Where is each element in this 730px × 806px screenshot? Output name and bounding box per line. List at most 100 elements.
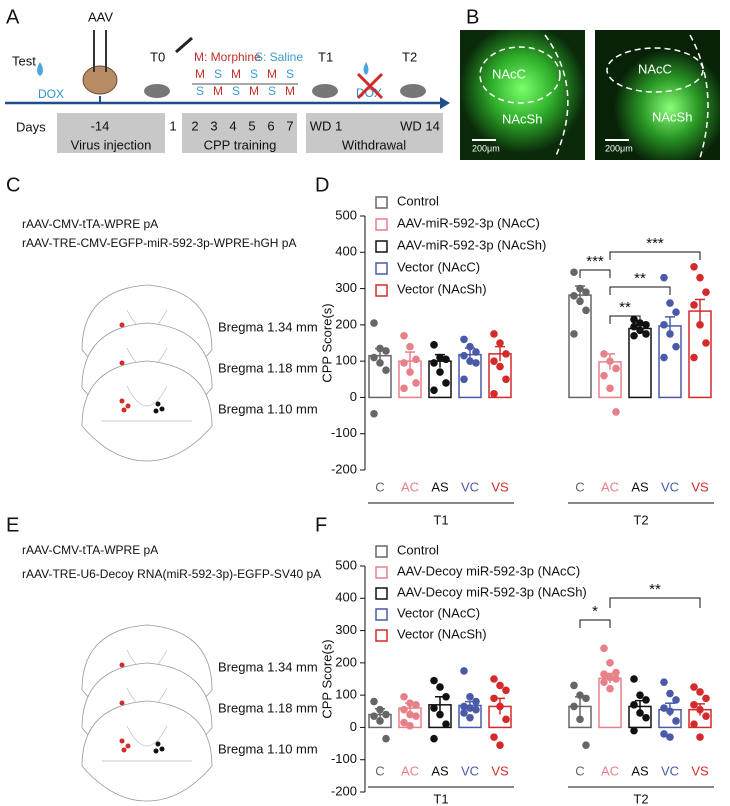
significance-bracket [609, 286, 671, 295]
legend-swatch [375, 629, 388, 642]
schedule-letter: M [213, 84, 223, 98]
data-point [570, 702, 578, 711]
data-point [460, 709, 468, 717]
legend-label: Vector (NAcSh) [397, 281, 487, 296]
construct: rAAV-TRE-CMV-EGFP-miR-592-3p-WPRE-hGH pA [22, 236, 296, 250]
injection-dot [159, 406, 165, 412]
legend-label: AAV-miR-592-3p (NAcC) [397, 215, 540, 230]
legend-label: Vector (NAcC) [397, 259, 480, 274]
data-point [496, 362, 504, 371]
data-point [630, 726, 638, 735]
significance-bracket [579, 269, 611, 278]
bregma-label: Bregma 1.34 mm [218, 659, 318, 674]
day-label: 7 [286, 118, 293, 133]
significance-bracket [609, 315, 641, 324]
day-label: 1 [169, 118, 176, 133]
y-tick-label: -100 [331, 425, 357, 440]
data-point [570, 681, 578, 690]
legend-swatch [375, 566, 388, 579]
significance-bracket [579, 619, 611, 628]
data-point [460, 667, 468, 675]
data-point [406, 368, 414, 376]
region-outline [606, 47, 704, 93]
injection-dot [153, 748, 159, 754]
significance-label: ** [619, 299, 631, 316]
data-point [400, 331, 408, 340]
schedule-letter: M [231, 67, 241, 81]
data-point [466, 713, 474, 722]
significance-label: *** [586, 253, 604, 270]
phase-label: CPP training [204, 137, 277, 152]
saline-key: S: Saline [255, 50, 303, 64]
data-point [630, 675, 638, 683]
region-outline [479, 46, 561, 104]
data-point [502, 375, 510, 384]
data-point [496, 339, 504, 347]
scale-label: 200μm [472, 143, 500, 153]
data-point [502, 715, 510, 724]
data-point [702, 694, 710, 703]
data-point [370, 319, 378, 327]
x-tick-label: VS [691, 479, 709, 494]
data-point [582, 741, 590, 749]
data-point [582, 288, 590, 297]
data-point [666, 733, 674, 741]
data-point [466, 357, 474, 365]
x-tick-label: VC [661, 763, 679, 778]
x-tick-label: VS [491, 763, 509, 778]
region-label: NAcSh [502, 111, 542, 126]
day-label: WD 1 [310, 118, 343, 133]
data-point [430, 704, 438, 712]
injection-dot [121, 407, 127, 413]
significance-bracket [609, 597, 701, 608]
schedule-letter: S [232, 84, 240, 98]
injection-dot [155, 741, 161, 747]
data-point [600, 644, 608, 653]
construct: rAAV-CMV-tTA-WPRE pA [22, 543, 158, 557]
data-point [642, 330, 650, 338]
data-point [472, 697, 480, 706]
data-point [660, 704, 668, 712]
schedule-letter: S [286, 67, 294, 81]
legend-label: Control [397, 542, 439, 557]
data-point [460, 375, 468, 384]
injection-dot [155, 401, 161, 407]
data-point [412, 712, 420, 720]
data-point [490, 694, 498, 703]
injection-dot [119, 738, 125, 744]
schedule-letter: S [214, 67, 222, 81]
x-tick-label: AC [401, 763, 419, 778]
data-point [496, 681, 504, 690]
data-point [672, 696, 680, 704]
bregma-label: Bregma 1.18 mm [218, 700, 318, 715]
x-tick-label: AC [601, 479, 619, 494]
data-point [636, 691, 644, 699]
legend-swatch [375, 262, 388, 275]
data-point [430, 676, 438, 685]
mouse-icon [400, 84, 426, 98]
legend-swatch [375, 587, 388, 600]
data-point [400, 692, 408, 701]
schedule-letter: S [250, 67, 258, 81]
phase-label: Withdrawal [342, 137, 406, 152]
construct: rAAV-TRE-U6-Decoy RNA(miR-592-3p)-EGFP-S… [22, 567, 321, 581]
legend-swatch [375, 240, 388, 253]
data-point [696, 273, 704, 282]
data-point [630, 701, 638, 709]
data-point [400, 359, 408, 367]
data-point [430, 734, 438, 743]
injection-dot [121, 747, 127, 753]
data-point [612, 364, 620, 373]
data-point [642, 321, 650, 329]
data-point [606, 384, 614, 393]
data-point [436, 683, 444, 691]
legend-swatch [375, 196, 388, 209]
data-point [582, 694, 590, 703]
data-point [430, 341, 438, 349]
data-point [696, 688, 704, 696]
legend-label: Vector (NAcC) [397, 605, 480, 620]
time-label: T1 [318, 49, 333, 64]
legend-label: AAV-Decoy miR-592-3p (NAcSh) [397, 584, 587, 599]
y-axis-label: CPP Score(s) [319, 303, 334, 382]
